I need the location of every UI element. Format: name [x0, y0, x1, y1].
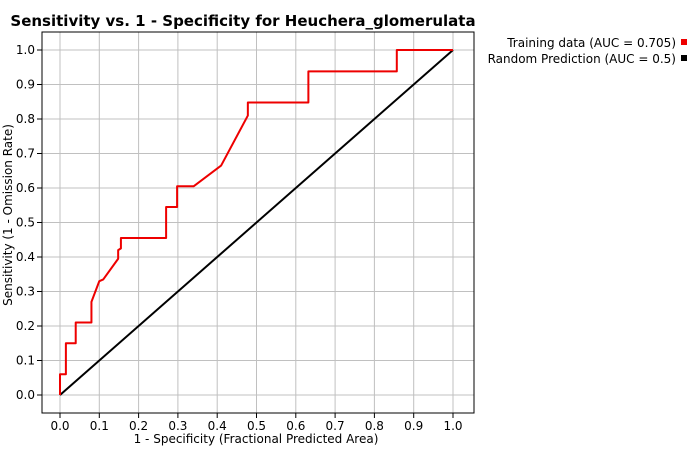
legend: Training data (AUC = 0.705) Random Predic… [488, 36, 687, 66]
legend-label: Training data (AUC = 0.705) [506, 36, 676, 50]
x-tick-label: 1.0 [443, 419, 462, 433]
legend-swatch [681, 39, 687, 45]
y-tick-label: 0.7 [16, 147, 35, 161]
x-tick-label: 0.5 [247, 419, 266, 433]
x-tick-label: 0.9 [404, 419, 423, 433]
x-tick-label: 0.1 [90, 419, 109, 433]
x-tick-label: 0.8 [365, 419, 384, 433]
y-tick-label: 0.9 [16, 78, 35, 92]
y-tick-label: 0.3 [16, 285, 35, 299]
x-tick-label: 0.3 [168, 419, 187, 433]
series-line-training [59, 49, 453, 395]
y-tick-label: 1.0 [16, 43, 35, 57]
y-tick-label: 0.4 [16, 250, 35, 264]
x-tick-label: 0.2 [129, 419, 148, 433]
x-tick-label: 0.7 [326, 419, 345, 433]
y-axis-label: Sensitivity (1 - Omission Rate) [1, 124, 15, 306]
series-group [59, 49, 454, 396]
x-tick-label: 0.0 [50, 419, 69, 433]
y-tick-label: 0.2 [16, 319, 35, 333]
axis-ticks: 0.0 0.1 0.2 0.3 0.4 0.5 0.6 0.7 0.8 0.9 1.0 0.0 0.1 0… [16, 43, 463, 433]
chart-title: Sensitivity vs. 1 - Specificity for Heuc… [10, 12, 475, 30]
y-tick-label: 0.5 [16, 216, 35, 230]
plot-frame [41, 31, 475, 414]
x-tick-label: 0.6 [286, 419, 305, 433]
grid-lines [42, 32, 474, 413]
y-tick-label: 0.6 [16, 181, 35, 195]
y-tick-label: 0.0 [16, 388, 35, 402]
legend-swatch [681, 55, 687, 61]
series-line-random [59, 49, 454, 396]
legend-label: Random Prediction (AUC = 0.5) [488, 52, 676, 66]
x-axis-label: 1 - Specificity (Fractional Predicted Ar… [134, 432, 379, 446]
y-tick-label: 0.1 [16, 354, 35, 368]
y-tick-label: 0.8 [16, 112, 35, 126]
x-tick-label: 0.4 [208, 419, 227, 433]
